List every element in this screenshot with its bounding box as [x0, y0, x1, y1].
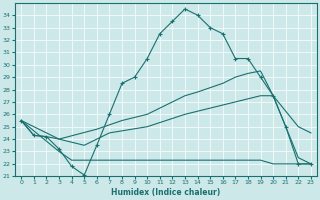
X-axis label: Humidex (Indice chaleur): Humidex (Indice chaleur)	[111, 188, 221, 197]
